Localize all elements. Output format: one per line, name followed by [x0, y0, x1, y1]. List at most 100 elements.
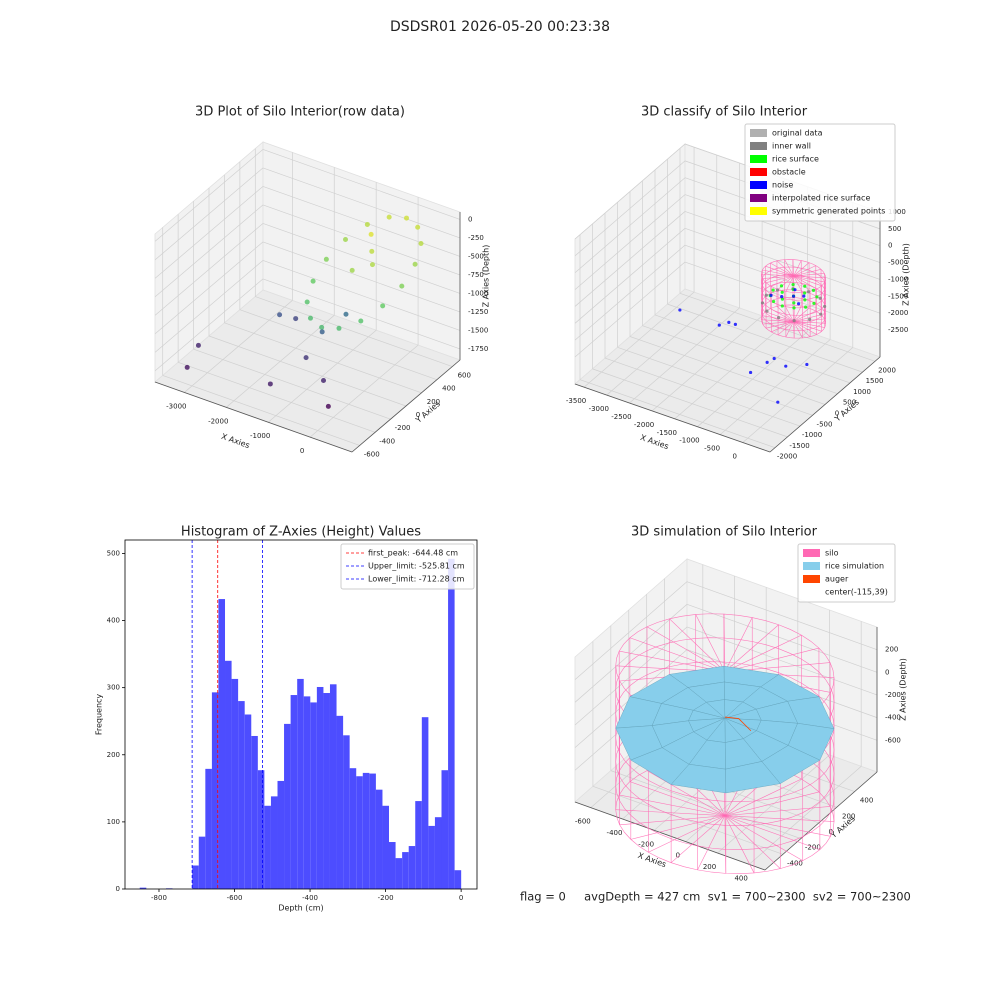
y-tick-label: -500 — [817, 420, 833, 428]
data-point — [764, 293, 768, 297]
silo-wire — [724, 647, 820, 673]
silo-wire — [724, 778, 802, 816]
y-tick-label: 400 — [442, 385, 455, 393]
data-point — [791, 283, 795, 287]
grid-line — [224, 322, 422, 394]
legend-label: first_peak: -644.48 cm — [368, 549, 458, 558]
x-tick-label: -2000 — [208, 417, 228, 425]
silo-wire — [793, 275, 803, 293]
silo-wire — [724, 634, 802, 673]
z-tick-label: -400 — [885, 714, 901, 722]
data-point — [310, 278, 316, 284]
bar — [277, 780, 285, 889]
y-tick-label: -200 — [395, 424, 411, 432]
data-point — [369, 262, 375, 268]
bar — [448, 558, 455, 889]
legend-label: auger — [825, 575, 849, 584]
grid-line — [154, 149, 264, 242]
grid-line — [684, 244, 881, 314]
data-point — [808, 317, 812, 321]
legend-swatch — [803, 549, 820, 557]
bar — [198, 836, 206, 889]
silo-wire — [646, 770, 726, 816]
grid-line — [262, 149, 461, 220]
data-point — [319, 324, 325, 330]
silo-wire — [615, 809, 725, 816]
grid-line — [654, 314, 851, 384]
grid-line — [642, 325, 838, 395]
silo-wire — [793, 310, 816, 322]
grid-line — [208, 335, 407, 407]
legend-box — [744, 123, 896, 222]
data-point — [772, 356, 776, 361]
data-point — [277, 312, 283, 318]
silo-wire — [793, 275, 822, 287]
bar — [415, 801, 422, 889]
legend-label: obstacle — [772, 168, 806, 177]
x-tick-label: 0 — [459, 894, 463, 902]
bar — [323, 693, 330, 889]
z-tick-label: 1000 — [888, 208, 906, 216]
grid-line — [574, 228, 686, 324]
legend-label: Lower_limit: -712.28 cm — [368, 575, 465, 584]
silo-wire — [784, 259, 794, 277]
data-point — [364, 221, 370, 227]
bar — [395, 858, 403, 889]
grid-line — [262, 241, 461, 313]
data-point — [404, 215, 410, 221]
y-axis-label: Frequency — [95, 694, 104, 736]
data-point — [802, 294, 806, 298]
silo-wire — [648, 815, 726, 853]
x-tick-label: -400 — [607, 829, 623, 837]
z-tick-label: -2500 — [888, 326, 908, 334]
z-tick-label: -250 — [468, 234, 484, 242]
data-point — [386, 214, 392, 220]
chart-title: 3D Plot of Silo Interior(row data) — [195, 105, 405, 120]
x-tick-label: 0 — [733, 453, 737, 461]
grid-line — [262, 167, 461, 239]
data-point — [819, 312, 823, 316]
chart-title: 3D classify of Silo Interior — [641, 105, 808, 120]
grid-line — [684, 227, 881, 297]
silo-wire — [724, 624, 779, 672]
data-point — [792, 301, 796, 305]
data-point — [321, 378, 327, 384]
data-point — [342, 237, 348, 243]
bar — [343, 735, 350, 889]
bar — [284, 723, 291, 889]
silo-wire — [619, 650, 725, 673]
bar — [139, 887, 147, 889]
legend-swatch — [750, 194, 767, 202]
y-tick-label: 0 — [416, 411, 420, 419]
data-point — [369, 248, 375, 254]
x-tick-label: -800 — [151, 894, 167, 902]
y-tick-label: -400 — [787, 859, 803, 867]
z-tick-label: -1250 — [468, 308, 488, 316]
z-tick-label: 500 — [888, 225, 901, 233]
axis-line — [769, 356, 881, 453]
grid-line — [684, 211, 881, 280]
silo-wire — [793, 260, 802, 277]
silo-wire — [761, 297, 826, 331]
bar — [231, 678, 239, 889]
bar — [297, 678, 304, 889]
silo-wire — [629, 781, 725, 816]
data-point — [793, 288, 797, 292]
grid-line — [262, 223, 461, 294]
silo-wire — [761, 319, 794, 322]
legend-label: center(-115,39) — [825, 588, 888, 597]
x-tick-label: -1000 — [250, 432, 270, 440]
silo-wire — [771, 321, 794, 333]
x-tick-label: -500 — [704, 445, 720, 453]
x-tick-label: -1500 — [657, 429, 677, 437]
legend-label: rice surface — [772, 155, 819, 164]
data-point — [678, 308, 682, 312]
silo-wire — [761, 281, 826, 316]
data-point — [811, 288, 816, 292]
data-point — [760, 301, 765, 305]
legend-label: interpolated rice surface — [772, 194, 870, 203]
data-point — [815, 295, 819, 299]
y-tick-label: 500 — [843, 399, 856, 407]
silo-wire — [619, 794, 725, 816]
z-tick-label: -2000 — [888, 309, 908, 317]
